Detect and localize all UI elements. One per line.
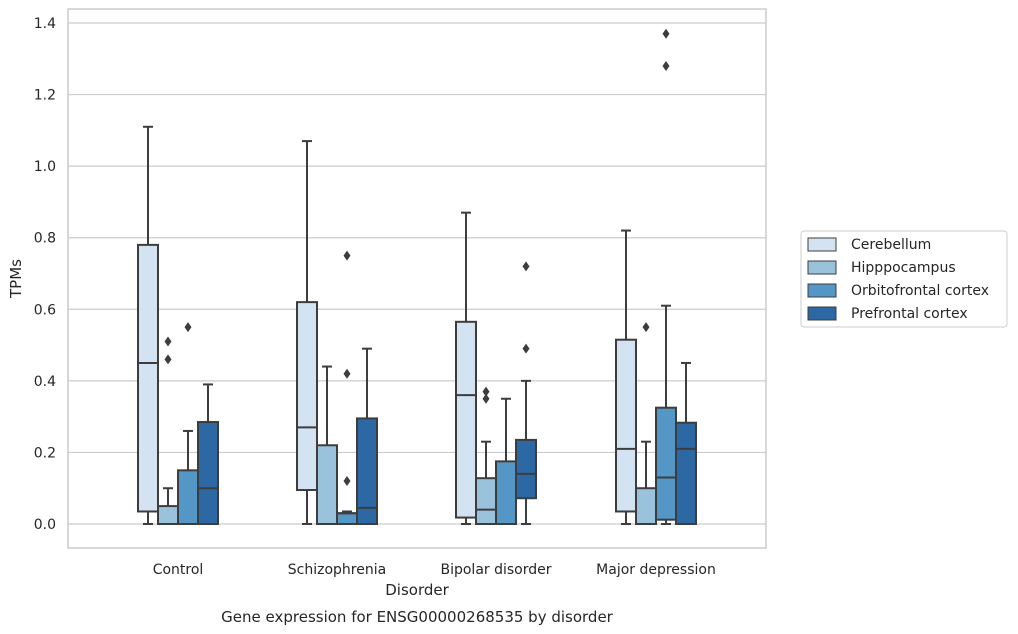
box-2-0 xyxy=(455,211,477,525)
box-body xyxy=(635,487,657,526)
x-tick-labels: Control Schizophrenia Bipolar disorder Majo… xyxy=(153,562,716,578)
box-body xyxy=(296,301,318,492)
y-tick-label: 0.8 xyxy=(34,231,56,247)
box-body xyxy=(495,460,517,525)
box-body xyxy=(177,469,199,526)
y-tick-label: 1.2 xyxy=(34,88,56,104)
outlier-point xyxy=(662,28,670,39)
box-0-1 xyxy=(157,336,179,526)
box-body xyxy=(197,421,219,525)
box-body xyxy=(336,512,358,525)
box-3-1 xyxy=(635,322,657,526)
box-body xyxy=(475,477,497,525)
y-tick-label: 1.4 xyxy=(34,16,56,32)
y-axis-label: TPMs xyxy=(7,259,25,299)
outlier-point xyxy=(482,393,490,404)
box-0-0 xyxy=(137,125,159,525)
box-body xyxy=(356,417,378,525)
box-body xyxy=(137,243,159,513)
x-tick-label: Major depression xyxy=(596,562,716,578)
outlier-point xyxy=(522,343,530,354)
box-3-3 xyxy=(675,361,697,526)
box-1-1 xyxy=(316,365,338,525)
box-body xyxy=(675,421,697,526)
y-tick-label: 0.2 xyxy=(34,445,56,461)
outlier-point xyxy=(164,354,172,365)
legend: Cerebellum Hipppocampus Orbitofrontal cort… xyxy=(800,230,1008,328)
plot-frame xyxy=(67,8,767,549)
outlier-point xyxy=(642,322,650,333)
outlier-point xyxy=(343,250,351,261)
box-1-3 xyxy=(356,347,378,525)
y-tick-label: 0.4 xyxy=(34,374,56,390)
box-body xyxy=(316,444,338,525)
outlier-point xyxy=(343,368,351,379)
y-tick-labels: 0.0 0.2 0.4 0.6 0.8 1.0 1.2 1.4 xyxy=(34,16,56,533)
x-tick-label: Control xyxy=(153,562,204,578)
box-1-0 xyxy=(296,140,318,525)
outlier-point xyxy=(662,60,670,71)
legend-swatch xyxy=(807,237,837,252)
legend-frame xyxy=(800,230,1008,328)
y-tick-label: 1.0 xyxy=(34,159,56,175)
box-0-3 xyxy=(197,383,219,525)
box-2-1 xyxy=(475,386,497,525)
box-2-3 xyxy=(515,261,537,525)
outlier-point xyxy=(522,261,530,272)
x-tick-label: Schizophrenia xyxy=(288,562,386,578)
outlier-point xyxy=(343,476,351,487)
x-tick-label: Bipolar disorder xyxy=(440,562,551,578)
legend-label: Orbitofrontal cortex xyxy=(851,283,989,299)
legend-label: Hipppocampus xyxy=(851,260,956,276)
box-body xyxy=(655,406,677,521)
legend-swatch xyxy=(807,260,837,275)
box-body xyxy=(455,320,477,519)
outlier-point xyxy=(184,322,192,333)
y-tick-label: 0.0 xyxy=(34,517,56,533)
legend-swatch xyxy=(807,306,837,321)
x-axis-label: Disorder xyxy=(385,581,449,599)
box-plot-layer xyxy=(137,28,697,526)
y-tick-label: 0.6 xyxy=(34,302,56,318)
outlier-point xyxy=(482,386,490,397)
legend-label: Cerebellum xyxy=(851,237,931,253)
box-3-0 xyxy=(615,229,637,525)
box-body xyxy=(157,505,179,526)
legend-swatch xyxy=(807,283,837,298)
legend-label: Prefrontal cortex xyxy=(851,306,968,322)
outlier-point xyxy=(164,336,172,347)
box-body xyxy=(615,338,637,513)
box-3-2 xyxy=(655,28,677,525)
grid-lines xyxy=(68,22,766,525)
box-1-2 xyxy=(336,250,358,525)
box-body xyxy=(515,438,537,500)
box-2-2 xyxy=(495,397,517,525)
box-0-2 xyxy=(177,322,199,526)
chart-caption: Gene expression for ENSG00000268535 by d… xyxy=(221,608,614,626)
